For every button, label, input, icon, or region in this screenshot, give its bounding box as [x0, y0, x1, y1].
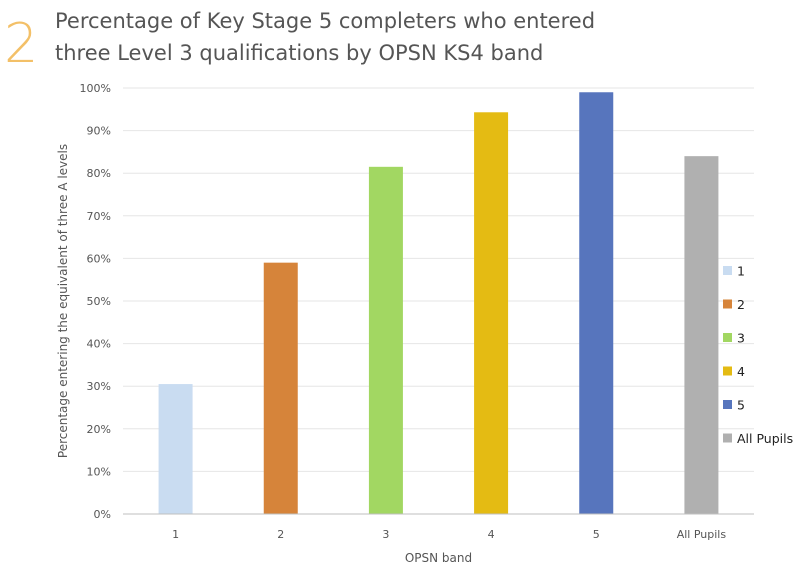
y-tick-label: 50% — [87, 295, 111, 308]
x-tick-label: 3 — [382, 528, 389, 541]
legend-swatch — [723, 299, 732, 309]
legend-label: 5 — [737, 398, 745, 413]
legend-swatch — [723, 366, 732, 376]
gridlines — [123, 87, 754, 472]
y-tick-label: 0% — [94, 508, 111, 521]
bar — [368, 166, 403, 514]
x-tick-label: 4 — [488, 528, 495, 541]
y-tick-label: 10% — [87, 465, 111, 478]
y-tick-labels: 0% 10% 20% 30% 40% 50% 60% 70% 80% 90% 100% — [80, 82, 111, 521]
y-tick-label: 30% — [87, 380, 111, 393]
legend-label: 2 — [737, 297, 745, 312]
legend-swatch — [723, 400, 732, 409]
legend-label: 1 — [737, 264, 745, 279]
x-tick-label: 5 — [593, 528, 600, 541]
bars — [158, 92, 719, 515]
bar — [474, 112, 509, 515]
legend-label: All Pupils — [737, 431, 793, 446]
y-axis-title: Percentage entering the equivalent of th… — [56, 144, 70, 458]
y-tick-label: 80% — [87, 167, 111, 180]
bar — [263, 262, 298, 514]
y-tick-label: 90% — [87, 125, 111, 138]
y-tick-label: 100% — [80, 82, 111, 95]
legend-swatch — [723, 266, 732, 275]
x-tick-label: 2 — [277, 528, 284, 541]
x-tick-label: All Pupils — [677, 528, 727, 541]
x-axis-title: OPSN band — [405, 551, 472, 565]
chart-title-line-1: Percentage of Key Stage 5 completers who… — [55, 9, 595, 33]
bar — [158, 384, 193, 514]
y-tick-label: 60% — [87, 252, 111, 265]
figure-number: 2 — [4, 12, 38, 75]
legend-label: 4 — [737, 364, 745, 379]
x-tick-label: 1 — [172, 528, 179, 541]
y-tick-label: 20% — [87, 423, 111, 436]
legend-swatch — [723, 433, 732, 443]
legend: 1 2 3 4 5 All Pupils — [723, 264, 793, 446]
legend-swatch — [723, 333, 732, 342]
x-tick-labels: 1 2 3 4 5 All Pupils — [172, 528, 726, 541]
legend-label: 3 — [737, 331, 745, 346]
y-tick-label: 40% — [87, 338, 111, 351]
bar — [579, 92, 614, 514]
chart-title-line-2: three Level 3 qualifications by OPSN KS4… — [55, 41, 543, 65]
y-tick-label: 70% — [87, 210, 111, 223]
bar — [684, 156, 719, 514]
